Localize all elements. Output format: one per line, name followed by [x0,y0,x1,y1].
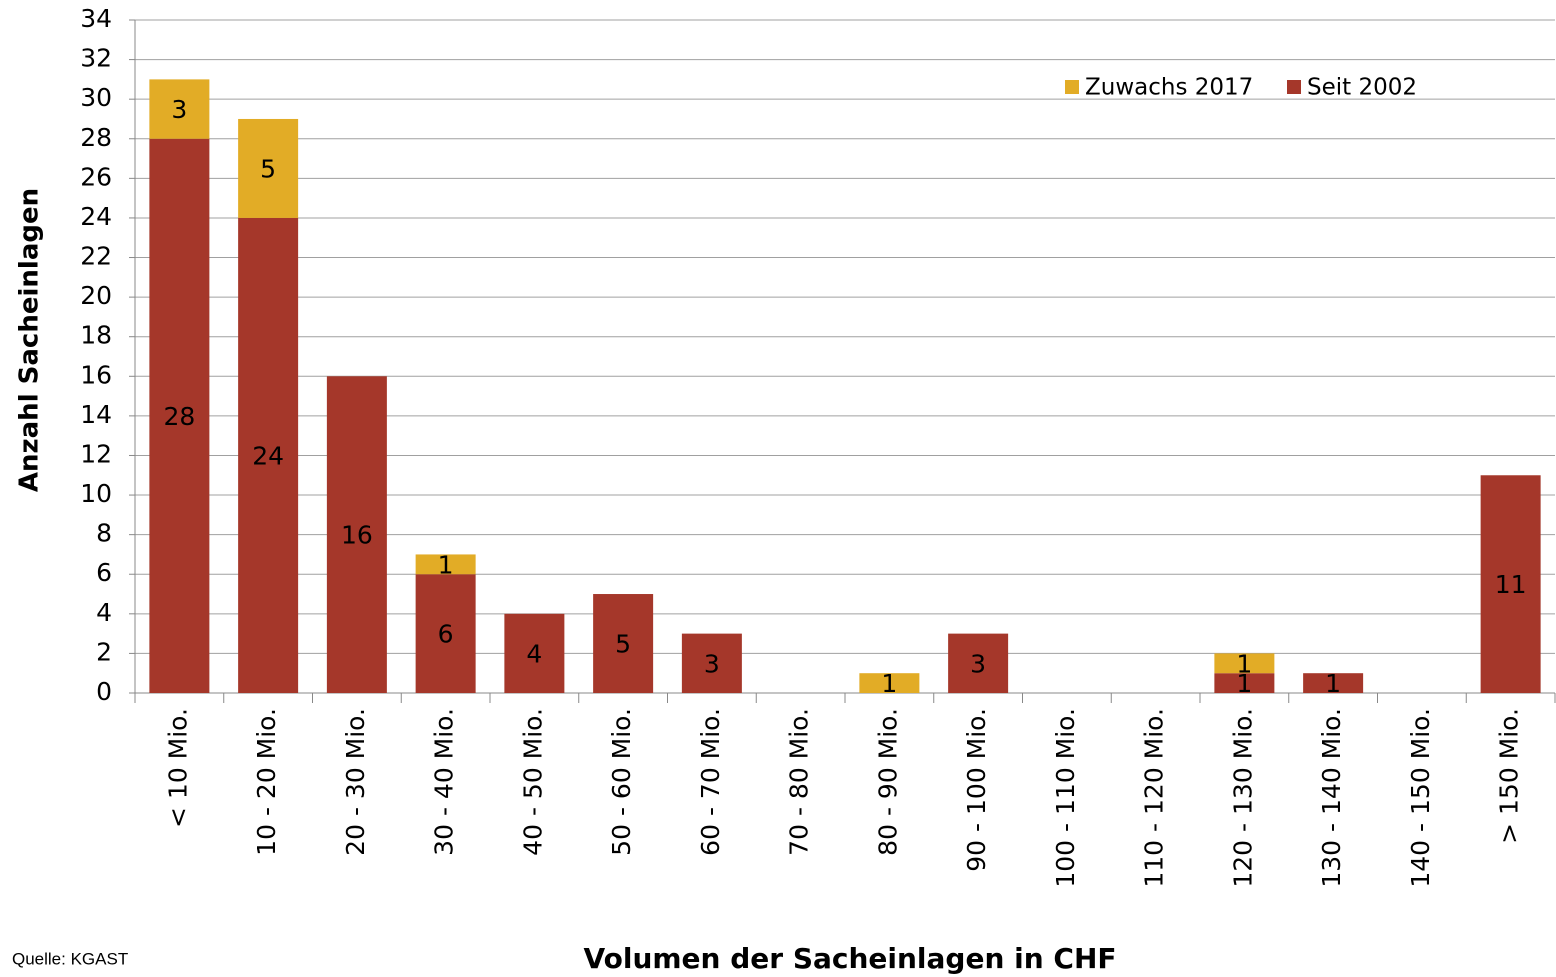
x-tick-label: > 150 Mio. [1495,708,1524,844]
y-axis-title: Anzahl Sacheinlagen [15,188,45,492]
bar-segment [149,138,210,693]
y-tick-label: 24 [80,202,112,231]
y-tick-label: 32 [80,44,112,73]
y-tick-label: 4 [96,598,112,627]
x-tick-label: 70 - 80 Mio. [785,708,814,856]
data-label: 3 [704,649,720,678]
y-tick-label: 20 [80,281,112,310]
y-tick-label: 12 [80,439,112,468]
x-tick-label: 10 - 20 Mio. [252,708,281,856]
x-tick-label: < 10 Mio. [163,708,192,828]
y-tick-label: 0 [96,677,112,706]
legend-label: Seit 2002 [1307,75,1417,101]
data-label: 1 [881,669,897,698]
x-tick-label: 60 - 70 Mio. [696,708,725,856]
y-tick-label: 16 [80,360,112,389]
data-label: 4 [526,639,542,668]
bar-segment [415,574,476,693]
y-tick-label: 28 [80,123,112,152]
x-tick-label: 90 - 100 Mio. [962,708,991,872]
x-tick-label: 110 - 120 Mio. [1140,708,1169,888]
x-tick-label: 130 - 140 Mio. [1317,708,1346,888]
y-tick-label: 8 [96,519,112,548]
y-tick-label: 18 [80,321,112,350]
data-label: 6 [438,620,454,649]
data-label: 1 [1325,669,1341,698]
bar-segment [149,79,210,139]
bar-segment [415,554,476,575]
x-axis-title: Volumen der Sacheinlagen in CHF [583,942,1116,975]
bar-segment [1214,673,1275,693]
x-tick-label: 50 - 60 Mio. [607,708,636,856]
bar-segment [859,673,920,693]
x-tick-label: 30 - 40 Mio. [430,708,459,856]
y-tick-label: 22 [80,242,112,271]
bar-segment [948,633,1009,693]
bar-segment [326,376,387,693]
bar-segment [238,217,299,694]
data-label: 1 [1236,669,1252,698]
y-tick-label: 26 [80,162,112,191]
y-tick-label: 2 [96,637,112,666]
data-label: 3 [171,95,187,124]
bar-segment [593,594,654,693]
data-label: 16 [341,521,373,550]
y-tick-label: 14 [80,400,112,429]
data-label: 28 [163,402,195,431]
x-tick-label: 120 - 130 Mio. [1228,708,1257,888]
y-tick-label: 10 [80,479,112,508]
x-tick-label: 80 - 90 Mio. [873,708,902,856]
x-tick-label: 40 - 50 Mio. [518,708,547,856]
bar-segment [504,613,565,693]
legend-swatch [1065,80,1079,94]
y-tick-label: 30 [80,83,112,112]
bar-segment [238,118,299,218]
y-tick-label: 6 [96,558,112,587]
data-label: 11 [1495,570,1527,599]
data-label: 1 [438,550,454,579]
legend-label: Zuwachs 2017 [1085,75,1253,101]
bar-segment [1303,673,1364,693]
bar-segment [1480,475,1541,693]
source-note: Quelle: KGAST [12,949,128,968]
data-label: 1 [1236,649,1252,678]
data-label: 24 [252,441,284,470]
x-tick-label: 100 - 110 Mio. [1051,708,1080,888]
data-label: 5 [615,630,631,659]
x-tick-label: 20 - 30 Mio. [341,708,370,856]
bar-segment [1214,653,1275,674]
legend-swatch [1287,80,1301,94]
data-label: 5 [260,154,276,183]
x-tick-label: 140 - 150 Mio. [1406,708,1435,888]
bar-segment [681,633,742,693]
data-label: 3 [970,649,986,678]
y-tick-label: 34 [80,4,112,33]
